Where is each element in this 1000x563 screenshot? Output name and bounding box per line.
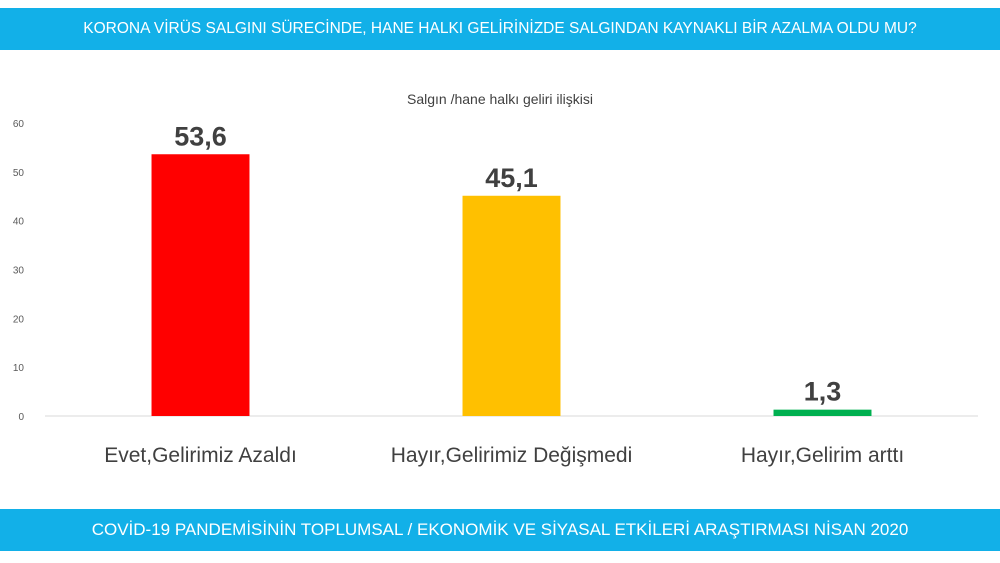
y-tick-label: 40	[13, 217, 25, 228]
bar-value-label: 45,1	[485, 163, 538, 193]
category-labels: Evet,Gelirimiz Azaldı Hayır,Gelirimiz Değ…	[104, 444, 904, 467]
bar-value-label: 1,3	[804, 377, 842, 407]
survey-banner: COVİD-19 PANDEMİSİNİN TOPLUMSAL / EKONOM…	[0, 509, 1000, 551]
value-labels: 53,6 45,1 1,3	[174, 121, 841, 406]
y-tick-label: 0	[18, 412, 24, 423]
bar-chart: Salgın /hane halkı geliri ilişkisi 0 10 20…	[13, 91, 978, 467]
category-label: Hayır,Gelirimiz Değişmedi	[391, 444, 633, 467]
question-banner: KORONA VİRÜS SALGINI SÜRECİNDE, HANE HAL…	[0, 8, 1000, 50]
bar-value-label: 53,6	[174, 121, 227, 151]
category-label: Hayır,Gelirim arttı	[741, 444, 904, 467]
bars	[151, 154, 872, 416]
y-tick-label: 60	[13, 119, 25, 130]
survey-text: COVİD-19 PANDEMİSİNİN TOPLUMSAL / EKONOM…	[91, 520, 909, 539]
y-tick-label: 20	[13, 314, 25, 325]
question-text: KORONA VİRÜS SALGINI SÜRECİNDE, HANE HAL…	[83, 20, 917, 37]
y-tick-label: 30	[13, 266, 25, 277]
category-label: Evet,Gelirimiz Azaldı	[104, 444, 297, 467]
y-axis: 0 10 20 30 40 50 60	[13, 119, 25, 423]
y-tick-label: 50	[13, 168, 25, 179]
bar	[462, 195, 561, 416]
y-tick-label: 10	[13, 363, 25, 374]
bar	[151, 154, 250, 416]
chart-title: Salgın /hane halkı geliri ilişkisi	[407, 91, 593, 107]
bar	[773, 409, 872, 416]
